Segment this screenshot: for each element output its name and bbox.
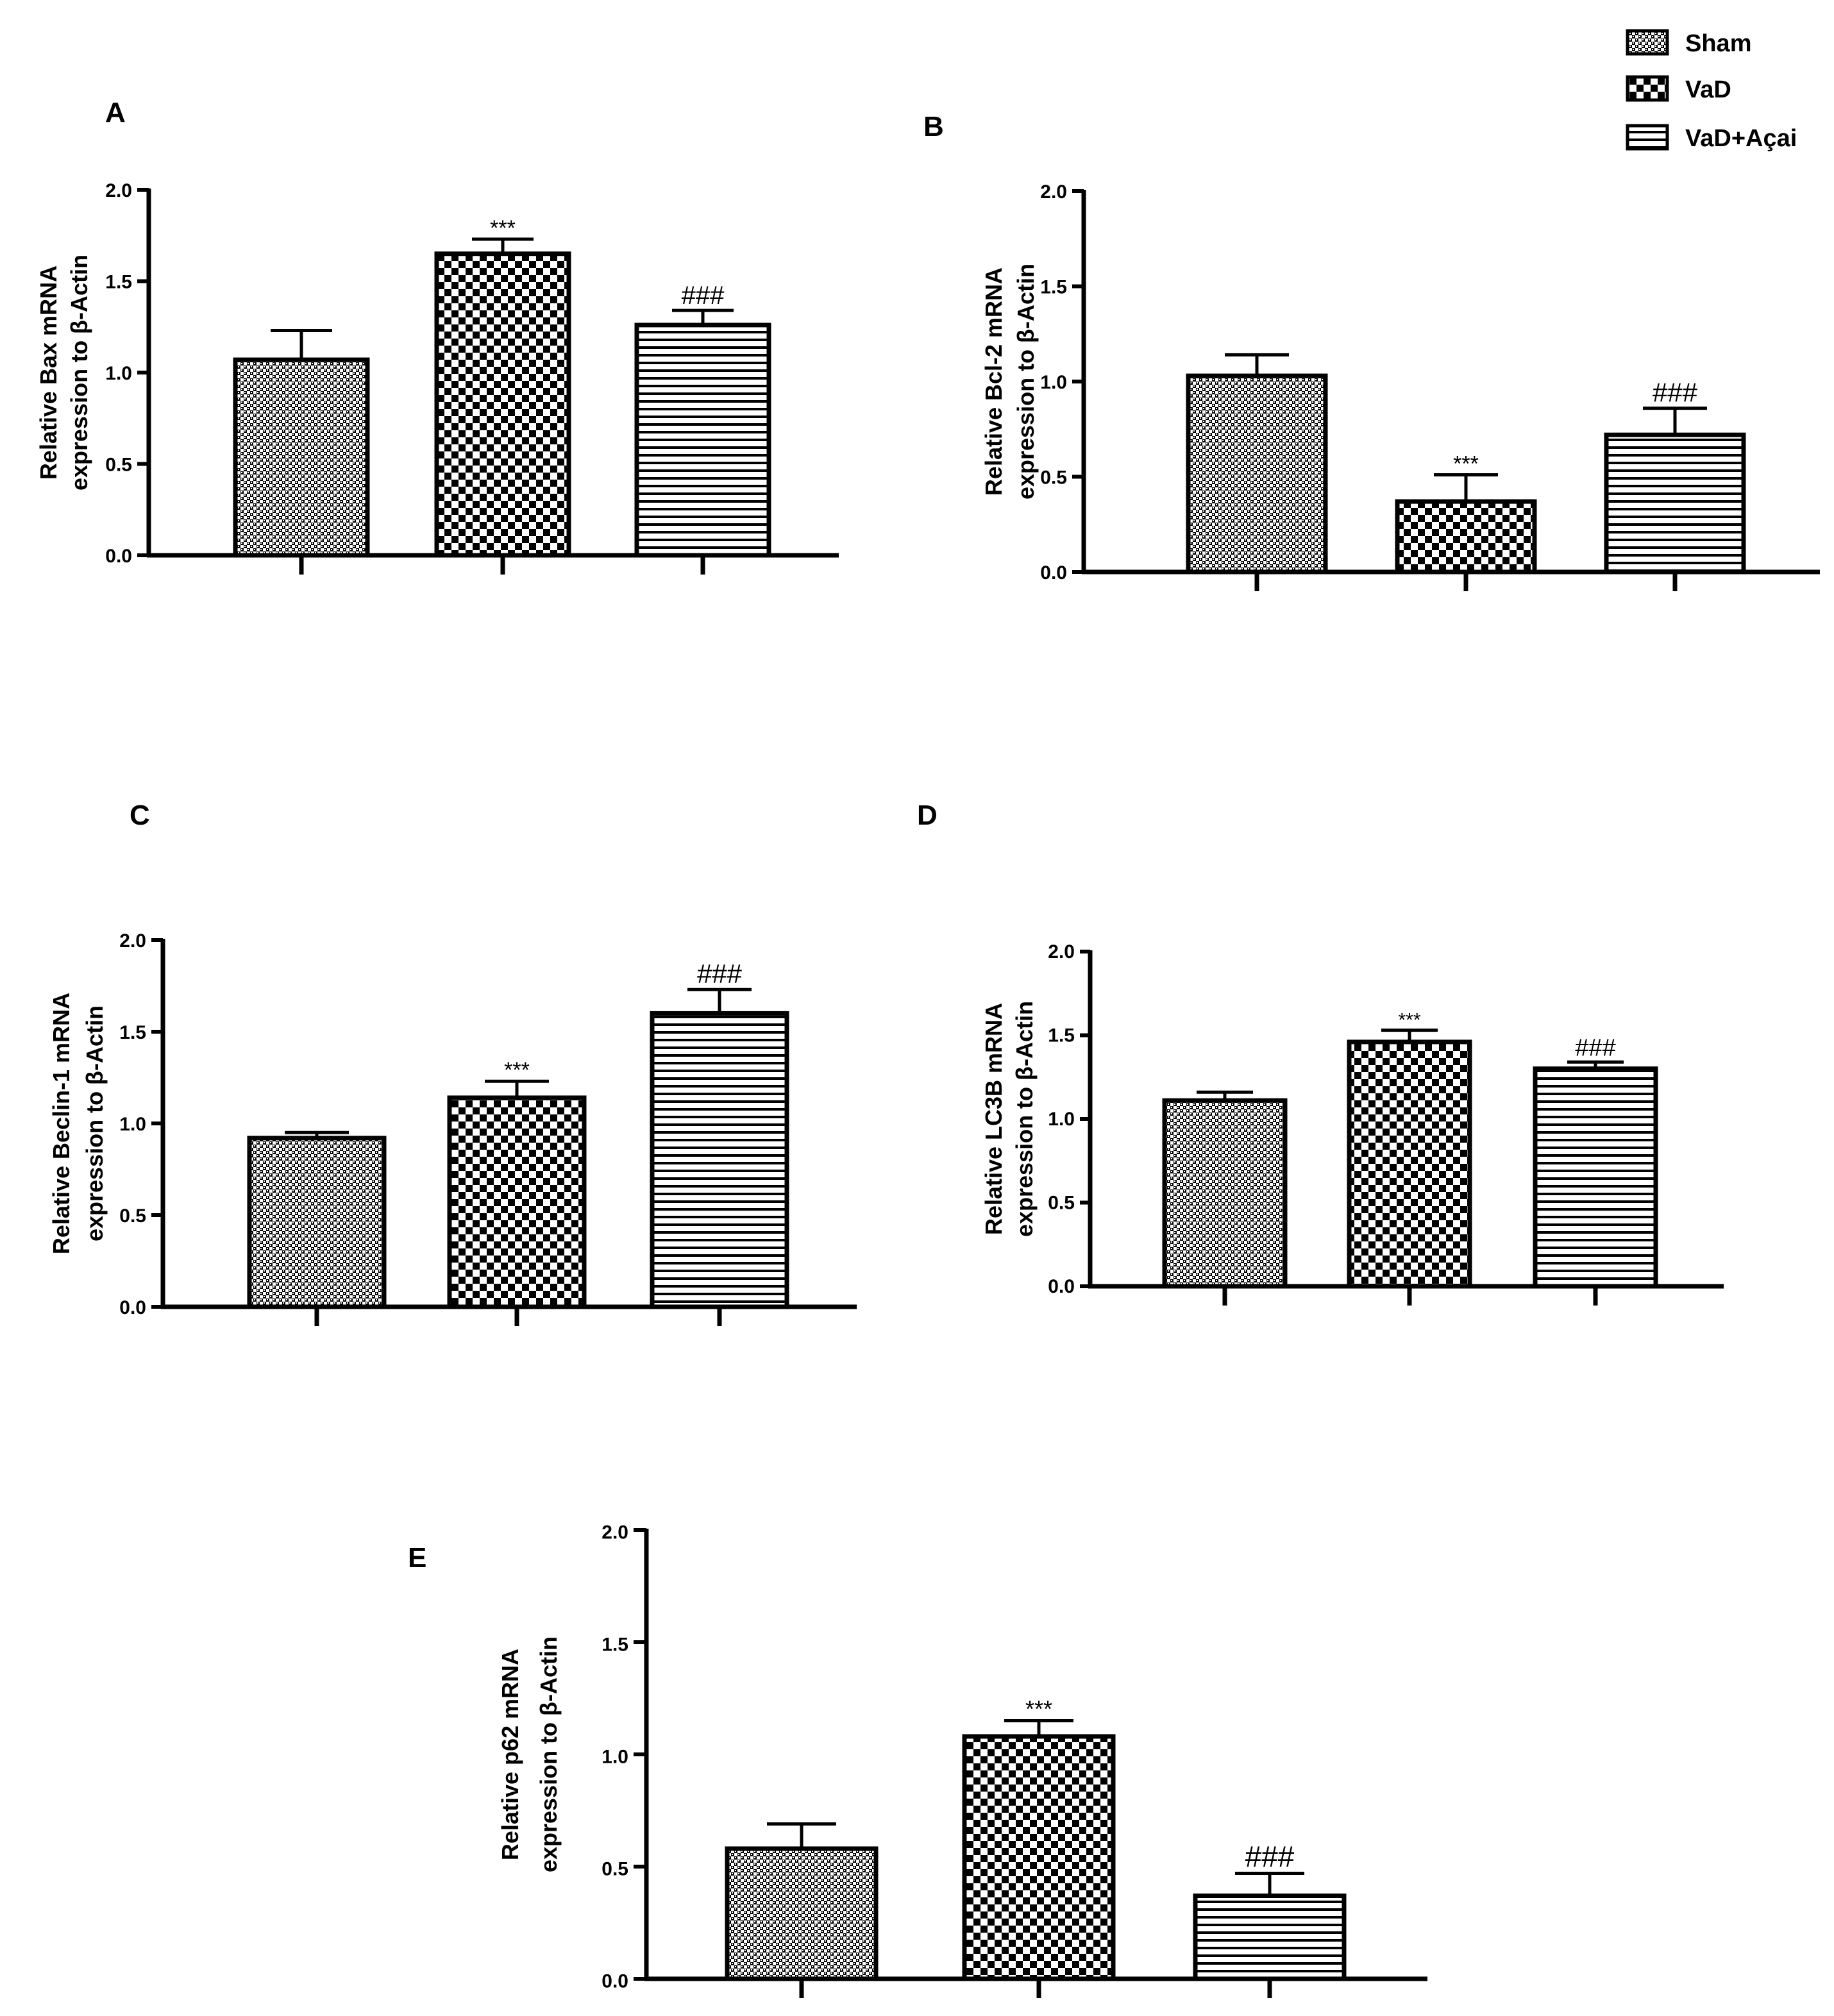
- bar-vad-a-ai: [634, 323, 771, 558]
- significance-hashes: ###: [682, 281, 725, 310]
- legend: Sham VaD VaD+Açai: [1626, 29, 1797, 152]
- y-tick-label: 2.0: [1040, 181, 1067, 203]
- significance-stars: ***: [1025, 1696, 1052, 1722]
- y-tick-label: 2.0: [105, 180, 132, 201]
- y-tick-label: 0.0: [602, 1971, 628, 1992]
- y-axis-label-line1: Relative Bcl-2 mRNA: [980, 267, 1007, 496]
- significance-stars: ***: [1398, 1010, 1420, 1031]
- y-tick-label: 0.0: [119, 1297, 146, 1318]
- y-axis-label-line2: expression to β-Actin: [535, 1636, 562, 1872]
- y-axis-label-line2: expression to β-Actin: [66, 255, 92, 491]
- significance-hashes: ###: [1575, 1034, 1615, 1061]
- chart-e-p62: *** ### 0.0 0.5 1.0 1.5 2.0 Relative p62 mRNA ex…: [497, 1522, 1427, 1998]
- significance-stars: ***: [504, 1058, 530, 1082]
- legend-label-vad-acai: VaD+Açai: [1685, 125, 1797, 152]
- chart-b-bcl2: *** ### 0.0 0.5 1.0 1.5 2.0 Relative Bcl-2 mRNA…: [980, 181, 1820, 591]
- bar-vad: [434, 251, 571, 558]
- y-axis-label-line2: expression to β-Actin: [81, 1005, 108, 1241]
- panel-letter-d: D: [917, 800, 938, 831]
- y-tick-label: 0.0: [1048, 1276, 1075, 1297]
- significance-stars: ***: [490, 216, 516, 240]
- y-axis-label-line1: Relative LC3B mRNA: [980, 1003, 1007, 1235]
- bar-vad: [962, 1734, 1116, 1981]
- y-tick-label: 2.0: [1048, 941, 1075, 962]
- y-axis-label-line1: Relative p62 mRNA: [497, 1649, 523, 1860]
- y-tick-label: 0.5: [1048, 1193, 1075, 1214]
- chart-c-beclin1: *** ### 0.0 0.5 1.0 1.5 2.0 Relative Beclin-1 m…: [48, 930, 857, 1326]
- significance-hashes: ###: [1653, 378, 1698, 408]
- y-tick-label: 1.0: [119, 1114, 146, 1135]
- y-tick-label: 0.5: [105, 454, 132, 475]
- y-tick-label: 2.0: [119, 930, 146, 952]
- legend-swatch-sham: [1626, 29, 1669, 56]
- bar-vad-a-ai: [1533, 1066, 1658, 1289]
- significance-hashes: ###: [1245, 1840, 1295, 1874]
- y-axis-label-line2: expression to β-Actin: [1013, 264, 1039, 500]
- bar-vad: [447, 1095, 587, 1309]
- significance-hashes: ###: [697, 959, 743, 989]
- bar-sham: [725, 1846, 879, 1981]
- y-tick-label: 2.0: [602, 1522, 628, 1543]
- y-tick-label: 0.5: [602, 1859, 628, 1880]
- legend-swatch-vad: [1626, 75, 1669, 102]
- bar-sham: [233, 357, 370, 558]
- bar-sham: [1186, 373, 1328, 575]
- panel-letter-c: C: [130, 800, 150, 831]
- significance-stars: ***: [1453, 452, 1479, 476]
- y-tick-label: 1.0: [1048, 1109, 1075, 1130]
- panel-letter-a: A: [105, 97, 126, 128]
- y-tick-label: 1.5: [105, 271, 132, 292]
- y-tick-label: 0.5: [119, 1205, 146, 1227]
- bar-vad-a-ai: [1604, 432, 1746, 575]
- y-tick-label: 1.0: [1040, 372, 1067, 393]
- y-tick-label: 1.0: [602, 1747, 628, 1768]
- y-tick-label: 1.5: [119, 1022, 146, 1043]
- bar-sham: [247, 1136, 387, 1309]
- bar-sham: [1162, 1098, 1288, 1289]
- panel-letter-b: B: [923, 111, 944, 142]
- y-tick-label: 1.0: [105, 363, 132, 384]
- legend-swatch-vad-acai: [1626, 124, 1669, 151]
- legend-label-vad: VaD: [1685, 76, 1731, 103]
- y-axis-label-line1: Relative Beclin-1 mRNA: [48, 993, 74, 1254]
- bar-vad-a-ai: [1193, 1894, 1347, 1981]
- y-tick-label: 0.5: [1040, 467, 1067, 488]
- y-tick-label: 1.5: [1040, 276, 1067, 298]
- legend-label-sham: Sham: [1685, 30, 1751, 57]
- y-tick-label: 0.0: [105, 546, 132, 567]
- bar-vad: [1395, 499, 1537, 575]
- y-tick-label: 1.5: [602, 1634, 628, 1656]
- y-axis-label-line1: Relative Bax mRNA: [35, 265, 62, 480]
- bar-vad: [1347, 1039, 1472, 1289]
- y-axis-label-line2: expression to β-Actin: [1011, 1001, 1038, 1237]
- chart-a-bax: *** ### 0.0 0.5 1.0 1.5 2.0 Relative Bax mRNA ex…: [35, 180, 839, 575]
- chart-d-lc3b: *** ### 0.0 0.5 1.0 1.5 2.0 Relative LC3B mRNA e…: [980, 941, 1724, 1306]
- bar-vad-a-ai: [650, 1011, 789, 1309]
- y-tick-label: 0.0: [1040, 562, 1067, 584]
- panel-letter-e: E: [408, 1542, 426, 1574]
- y-tick-label: 1.5: [1048, 1025, 1075, 1046]
